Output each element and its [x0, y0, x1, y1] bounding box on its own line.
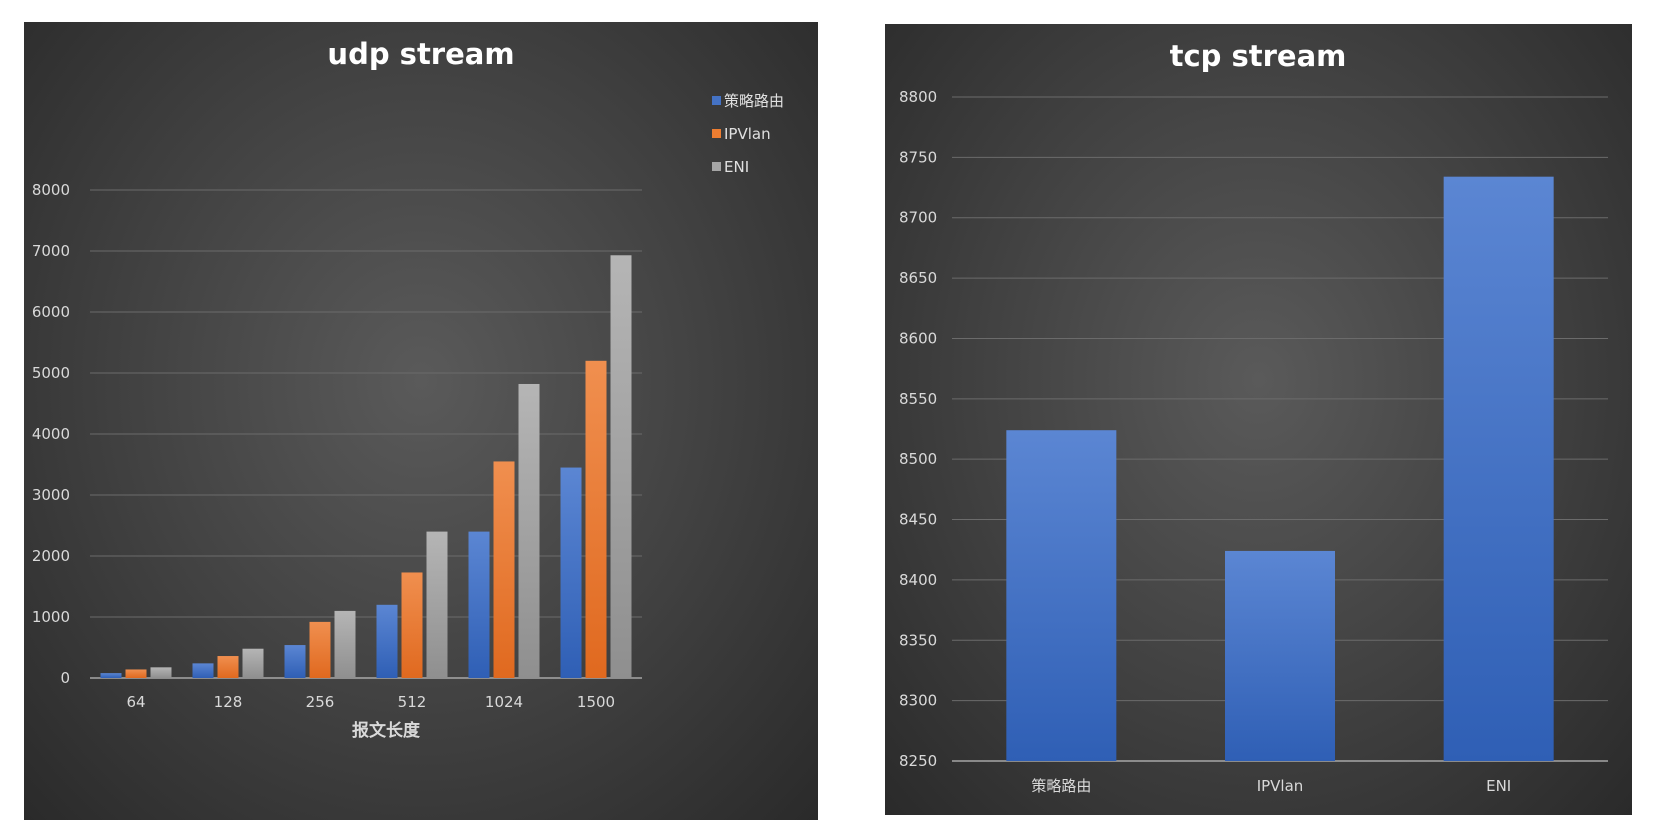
tcp-x-tick-label: 策略路由 [1031, 777, 1091, 795]
udp-x-axis-title: 报文长度 [352, 720, 421, 741]
legend-swatch-series-1 [712, 96, 721, 105]
tcp-chart: tcp stream 8250 8300 8350 8400 8450 8500 8550 8… [899, 39, 1608, 795]
udp-x-tick-label: 128 [214, 693, 243, 711]
tcp-y-tick-label: 8450 [899, 511, 937, 529]
tcp-bar [1225, 550, 1335, 761]
tcp-y-tick-label: 8350 [899, 631, 937, 649]
tcp-y-tick-label: 8250 [899, 752, 937, 770]
udp-legend: 策略路由 IPVlan ENI [712, 92, 784, 176]
udp-x-tick-label: 64 [126, 693, 145, 711]
udp-bar [125, 669, 147, 678]
tcp-x-tick-label: ENI [1486, 777, 1511, 795]
tcp-bar [1006, 430, 1117, 761]
udp-bar [100, 673, 122, 678]
tcp-y-tick-label: 8700 [899, 209, 937, 227]
udp-y-tick-label: 3000 [32, 486, 70, 504]
legend-label-series-2: IPVlan [724, 125, 771, 143]
tcp-chart-panel: tcp stream 8250 8300 8350 8400 8450 8500 8550 8… [885, 24, 1632, 815]
udp-bar [585, 360, 607, 678]
udp-bar [610, 255, 632, 678]
udp-x-tick-label: 512 [398, 693, 427, 711]
tcp-x-tick-label: IPVlan [1257, 777, 1304, 795]
legend-label-series-3: ENI [724, 158, 749, 176]
udp-bar [150, 667, 172, 678]
tcp-bar [1443, 176, 1554, 761]
udp-chart-title: udp stream [327, 37, 514, 71]
udp-y-tick-label: 5000 [32, 364, 70, 382]
udp-bar [309, 621, 331, 678]
udp-y-tick-label: 6000 [32, 303, 70, 321]
udp-chart: udp stream 报文长度 0 1000 2000 3000 4000 5000 600… [32, 37, 784, 741]
udp-bar [518, 383, 540, 678]
udp-y-tick-label: 8000 [32, 181, 70, 199]
udp-bar [284, 645, 306, 678]
tcp-chart-title: tcp stream [1170, 39, 1347, 73]
udp-bar [426, 531, 448, 678]
udp-chart-panel: udp stream 报文长度 0 1000 2000 3000 4000 5000 600… [24, 22, 818, 820]
udp-y-tick-label: 1000 [32, 608, 70, 626]
udp-y-tick-label: 7000 [32, 242, 70, 260]
tcp-y-tick-label: 8600 [899, 329, 937, 347]
udp-x-tick-label: 256 [306, 693, 335, 711]
udp-bar [242, 648, 264, 678]
udp-bar [334, 610, 356, 678]
udp-y-tick-label: 0 [60, 669, 70, 687]
udp-y-tick-label: 4000 [32, 425, 70, 443]
tcp-y-tick-label: 8400 [899, 571, 937, 589]
udp-x-tick-label: 1024 [485, 693, 523, 711]
tcp-y-tick-label: 8500 [899, 450, 937, 468]
udp-bar [493, 461, 515, 678]
udp-bar [468, 531, 490, 678]
udp-bar [560, 467, 582, 678]
udp-bar [376, 604, 398, 678]
legend-swatch-series-2 [712, 129, 721, 138]
tcp-y-tick-label: 8750 [899, 148, 937, 166]
udp-bar [217, 656, 239, 678]
udp-y-tick-label: 2000 [32, 547, 70, 565]
udp-bar [192, 663, 214, 678]
tcp-y-tick-label: 8800 [899, 88, 937, 106]
udp-bar [401, 572, 423, 678]
tcp-y-tick-label: 8650 [899, 269, 937, 287]
tcp-y-tick-label: 8550 [899, 390, 937, 408]
tcp-y-tick-label: 8300 [899, 692, 937, 710]
legend-swatch-series-3 [712, 162, 721, 171]
udp-x-tick-label: 1500 [577, 693, 615, 711]
legend-label-series-1: 策略路由 [724, 92, 784, 110]
